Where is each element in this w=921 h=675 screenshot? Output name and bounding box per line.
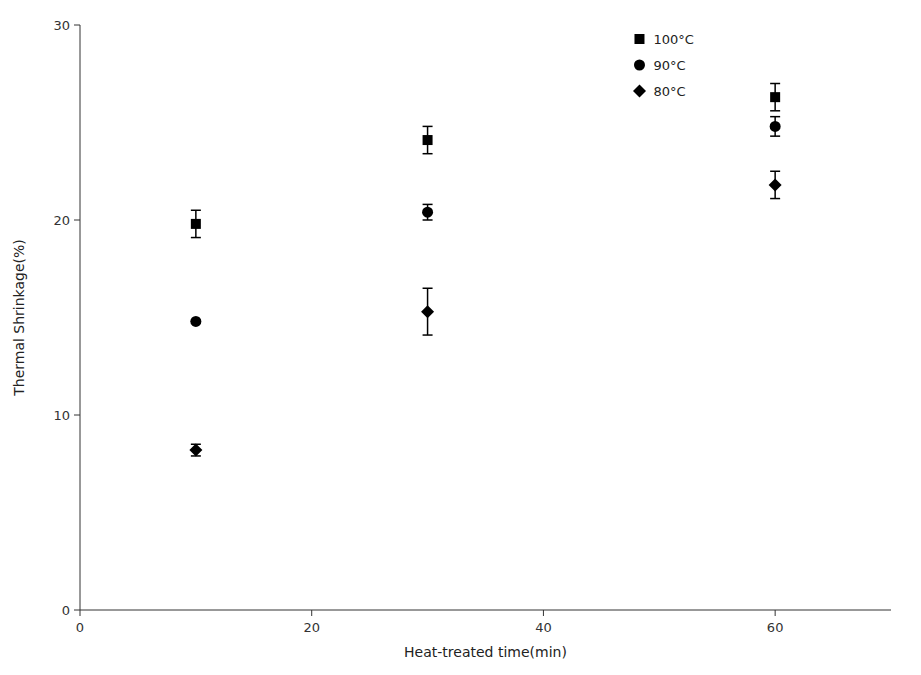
error-bar [191, 210, 201, 237]
error-cap [423, 204, 433, 206]
error-cap [423, 153, 433, 155]
series [190, 117, 780, 327]
error-cap [770, 83, 780, 85]
chart: 0 20 40 60 0 10 20 30 Heat-treated time(min) Ther… [0, 0, 921, 675]
y-tick-label: 10 [53, 408, 70, 423]
y-tick-label: 30 [53, 18, 70, 33]
error-cap [191, 210, 201, 212]
error-cap [423, 334, 433, 336]
y-tick [74, 25, 80, 26]
error-bar [423, 126, 433, 153]
x-tick [311, 610, 312, 616]
error-cap [770, 110, 780, 112]
legend-label: 100°C [653, 32, 693, 47]
legend-label: 80°C [653, 84, 685, 99]
legend: 100°C 90°C 80°C [633, 32, 694, 99]
error-cap [423, 126, 433, 128]
error-cap [770, 171, 780, 173]
error-cap [770, 116, 780, 118]
x-tick [80, 610, 81, 616]
error-cap [423, 219, 433, 221]
series [191, 84, 780, 238]
point [422, 207, 433, 218]
y-axis-label: Thermal Shrinkage(%) [11, 239, 27, 397]
point [191, 219, 201, 229]
legend-item: 90°C [634, 58, 686, 73]
error-cap [191, 237, 201, 239]
error-bar [770, 117, 780, 136]
point [421, 305, 434, 318]
point [189, 444, 202, 457]
y-tick [74, 415, 80, 416]
error-cap [423, 288, 433, 290]
point [190, 316, 201, 327]
point [423, 135, 433, 145]
x-axis-label: Heat-treated time(min) [404, 644, 567, 660]
legend-item: 80°C [633, 84, 686, 99]
legend-item: 100°C [634, 32, 693, 47]
point [770, 121, 781, 132]
y-tick [74, 220, 80, 221]
y-tick-label: 20 [53, 213, 70, 228]
error-bar [770, 84, 780, 111]
legend-marker [633, 85, 646, 98]
point [769, 178, 782, 191]
y-axis-line [80, 25, 81, 610]
plot-area [189, 84, 781, 457]
x-tick-label: 40 [535, 620, 552, 635]
series [189, 171, 781, 456]
x-tick-label: 0 [76, 620, 84, 635]
point [770, 92, 780, 102]
y-tick-label: 0 [62, 603, 70, 618]
x-tick-label: 60 [767, 620, 784, 635]
x-tick-label: 20 [303, 620, 320, 635]
error-bar [423, 204, 433, 220]
x-tick [775, 610, 776, 616]
y-tick [74, 610, 80, 611]
legend-marker [634, 60, 645, 71]
x-axis-line [80, 610, 891, 611]
legend-marker [634, 34, 644, 44]
error-cap [770, 198, 780, 200]
legend-label: 90°C [653, 58, 685, 73]
x-tick [543, 610, 544, 616]
error-cap [770, 135, 780, 137]
